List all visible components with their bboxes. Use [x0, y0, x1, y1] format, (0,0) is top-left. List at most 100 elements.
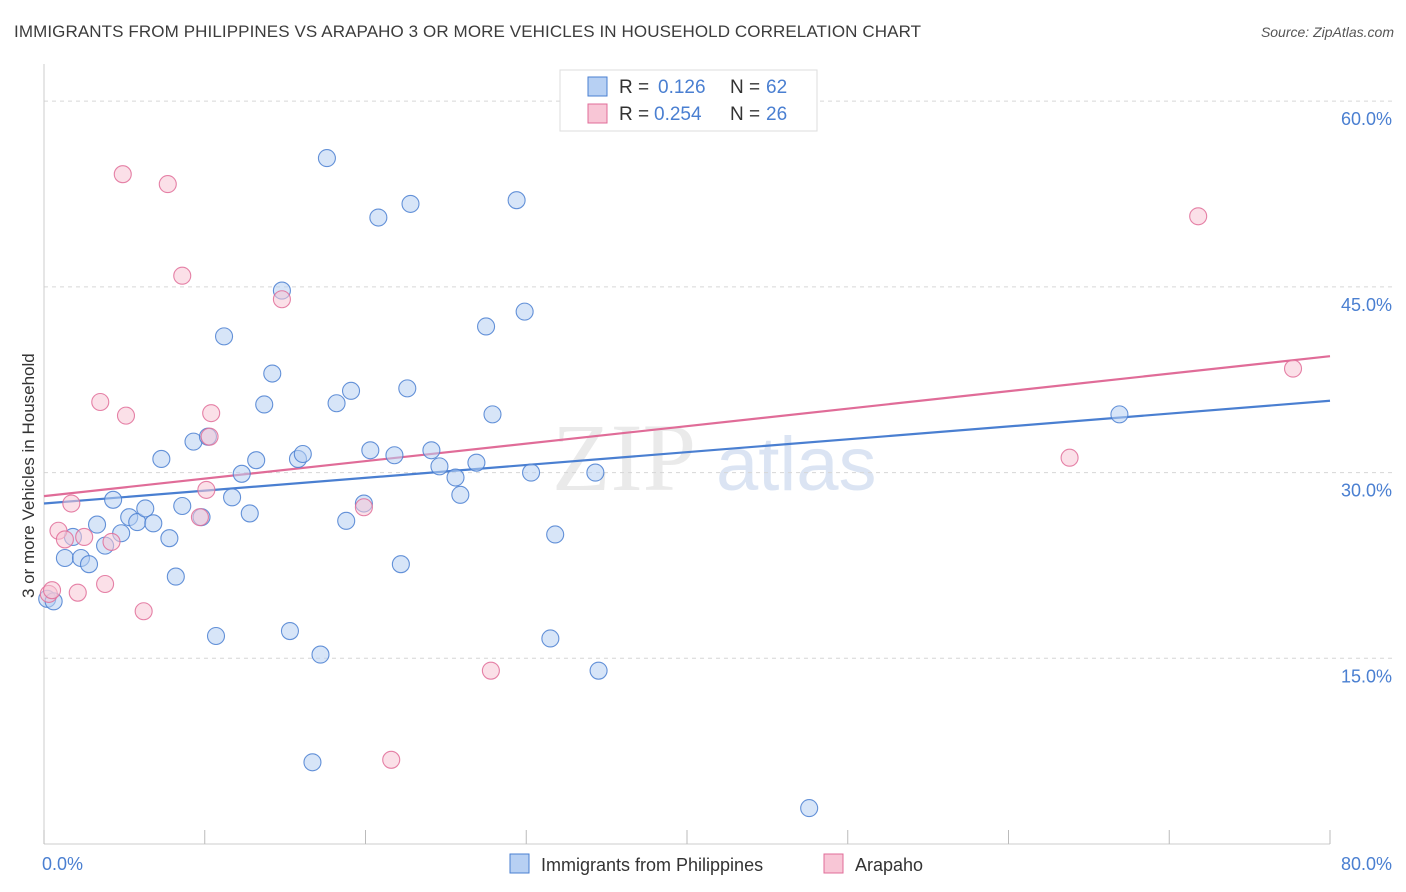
point-philippines: [317, 149, 336, 168]
point-philippines: [369, 208, 388, 227]
point-philippines: [247, 451, 266, 470]
point-arapaho: [68, 583, 87, 602]
point-arapaho: [1060, 448, 1079, 467]
trend-line-arapaho: [43, 355, 1331, 498]
point-philippines: [327, 394, 346, 413]
series-legend-label-philippines: Immigrants from Philippines: [541, 855, 763, 875]
point-arapaho: [158, 175, 177, 194]
stats-legend-swatch-arapaho: [587, 103, 608, 124]
stats-n-value-philippines: 62: [766, 77, 787, 98]
stats-r-label-philippines: R =: [619, 77, 649, 98]
point-arapaho: [91, 392, 110, 412]
point-philippines: [240, 504, 259, 523]
point-philippines: [136, 499, 155, 518]
point-arapaho: [202, 404, 221, 423]
point-philippines: [160, 529, 179, 548]
point-philippines: [104, 490, 123, 509]
point-philippines: [223, 488, 242, 507]
point-philippines: [79, 555, 99, 574]
grid-layer: [44, 100, 1392, 659]
point-arapaho: [272, 290, 291, 309]
point-philippines: [589, 661, 608, 680]
point-philippines: [401, 194, 420, 213]
point-philippines: [477, 317, 496, 336]
point-arapaho: [96, 574, 115, 594]
axis-layer: 15.0% 30.0% 45.0% 60.0%: [43, 64, 1392, 845]
point-philippines: [541, 629, 560, 648]
series-legend-swatch-arapaho: [823, 853, 844, 874]
series-legend: Immigrants from Philippines Arapaho: [509, 853, 923, 875]
point-philippines: [293, 444, 312, 464]
point-arapaho: [113, 165, 132, 184]
point-philippines: [173, 496, 192, 516]
point-philippines: [1110, 405, 1129, 424]
point-philippines: [311, 645, 330, 664]
point-philippines: [152, 449, 171, 469]
point-arapaho: [481, 661, 500, 680]
stats-r-value-philippines: 0.126: [658, 77, 706, 98]
points-layer: [38, 149, 1303, 818]
point-arapaho: [134, 602, 153, 621]
point-philippines: [166, 567, 185, 586]
point-philippines: [800, 799, 819, 818]
point-arapaho: [116, 406, 136, 425]
point-philippines: [303, 753, 322, 772]
chart-source: Source: ZipAtlas.com: [1260, 24, 1394, 40]
point-arapaho: [1189, 207, 1208, 226]
point-philippines: [263, 364, 282, 383]
point-arapaho: [1283, 359, 1303, 378]
y-tick-label: 45.0%: [1341, 295, 1392, 315]
point-arapaho: [102, 532, 121, 551]
point-philippines: [398, 379, 417, 398]
point-arapaho: [42, 581, 62, 600]
stats-r-value-arapaho: 0.254: [654, 104, 702, 125]
y-axis-title: 3 or more Vehicles in Household: [19, 353, 38, 598]
y-tick-label: 30.0%: [1341, 481, 1392, 501]
point-philippines: [522, 463, 541, 482]
point-philippines: [507, 191, 526, 210]
point-philippines: [422, 441, 441, 460]
point-philippines: [232, 464, 251, 483]
point-philippines: [255, 395, 274, 414]
point-arapaho: [75, 527, 94, 547]
point-philippines: [206, 626, 226, 646]
point-philippines: [430, 457, 449, 476]
x-tick-label-max: 80.0%: [1341, 854, 1392, 874]
point-philippines: [467, 453, 486, 472]
stats-n-label-philippines: N =: [730, 77, 760, 98]
stats-legend-swatch-philippines: [587, 76, 608, 97]
y-tick-label: 15.0%: [1341, 666, 1392, 686]
point-philippines: [446, 468, 465, 487]
stats-legend: R = 0.126 N = 62 R = 0.254 N = 26: [559, 69, 818, 132]
point-philippines: [341, 381, 361, 400]
point-philippines: [586, 463, 605, 482]
x-tick-label-min: 0.0%: [42, 854, 83, 874]
stats-r-label-arapaho: R =: [619, 104, 649, 125]
point-philippines: [361, 441, 380, 460]
point-philippines: [87, 515, 107, 534]
y-tick-label: 60.0%: [1341, 109, 1392, 129]
point-philippines: [515, 302, 534, 321]
point-arapaho: [200, 427, 219, 446]
point-philippines: [214, 327, 234, 346]
stats-n-value-arapaho: 26: [766, 104, 787, 125]
point-philippines: [546, 525, 565, 544]
point-philippines: [55, 548, 74, 568]
point-arapaho: [62, 494, 81, 513]
point-philippines: [483, 405, 502, 424]
point-philippines: [337, 511, 356, 530]
series-legend-swatch-philippines: [509, 853, 530, 874]
point-philippines: [451, 485, 470, 504]
point-arapaho: [55, 530, 74, 549]
point-philippines: [280, 621, 299, 641]
point-arapaho: [382, 750, 401, 769]
point-philippines: [385, 446, 404, 465]
series-legend-label-arapaho: Arapaho: [855, 855, 923, 875]
point-arapaho: [354, 498, 373, 517]
point-arapaho: [197, 480, 216, 499]
point-arapaho: [190, 508, 209, 527]
watermark-atlas: atlas: [716, 422, 877, 507]
point-arapaho: [173, 266, 192, 285]
point-philippines: [391, 555, 410, 574]
